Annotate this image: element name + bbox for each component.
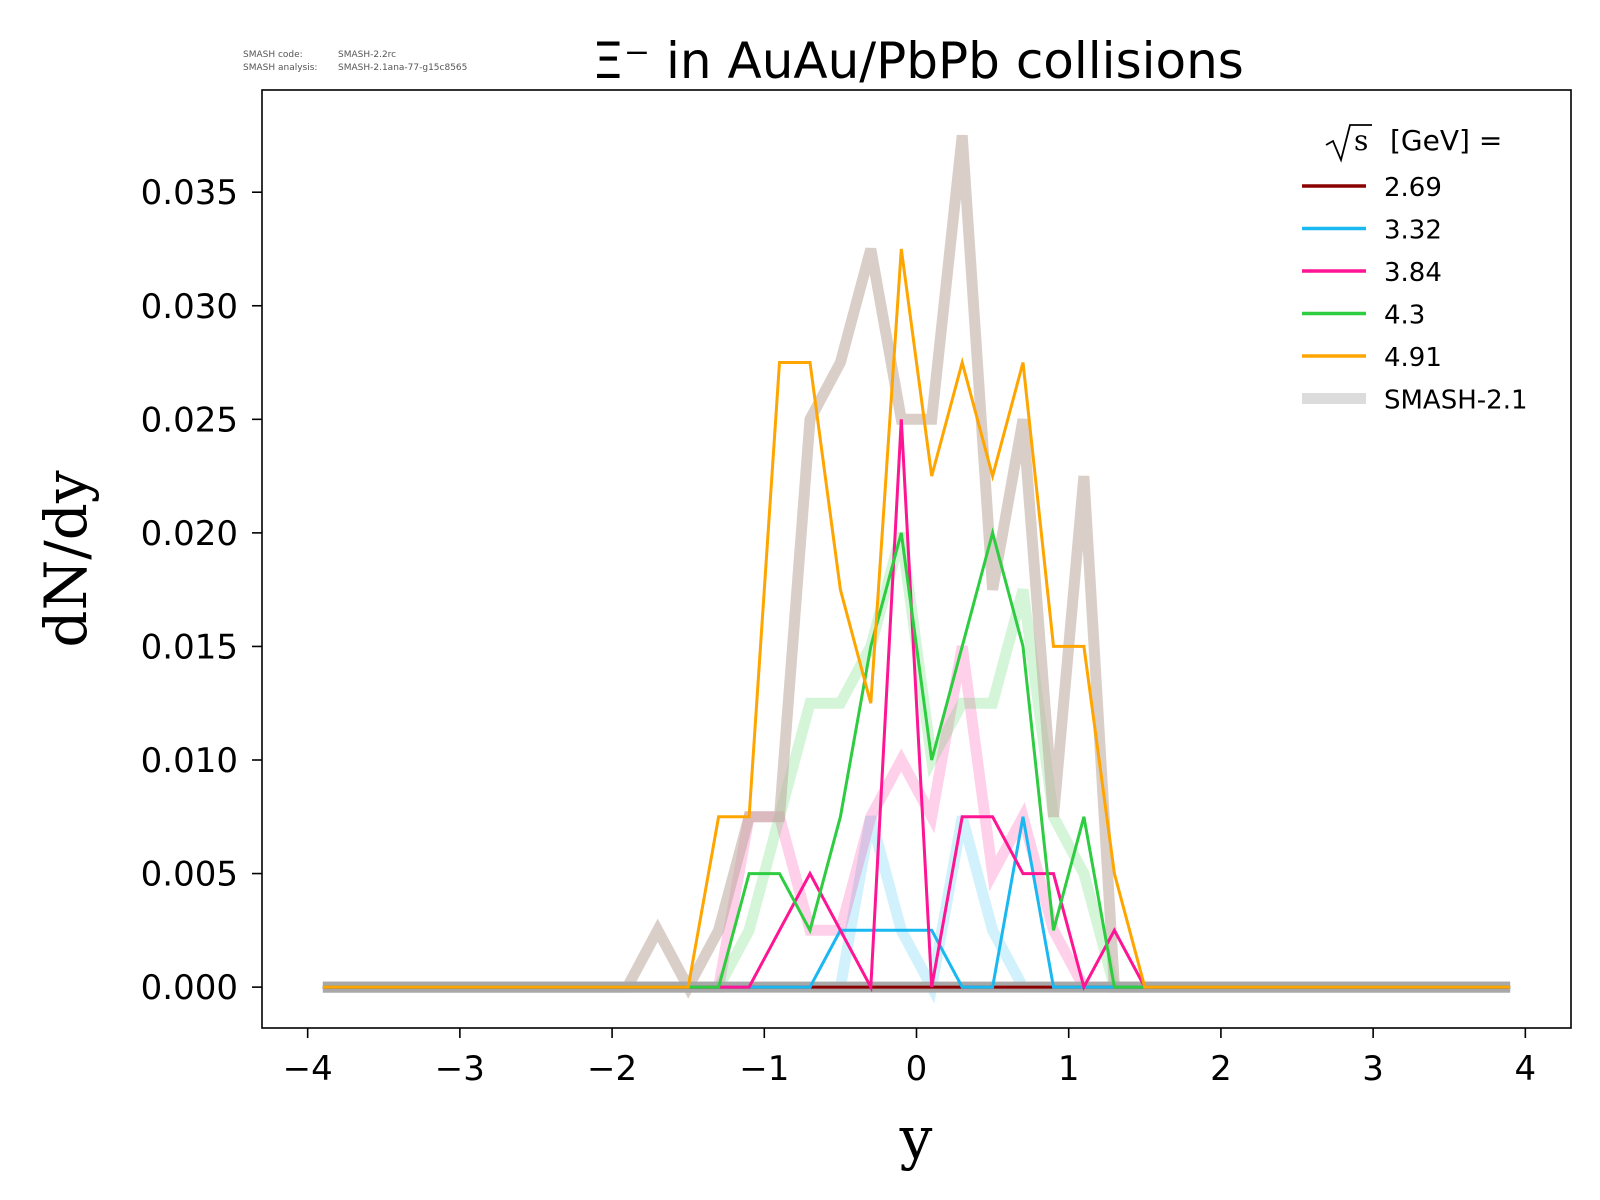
- x-tick-label: 0: [906, 1049, 928, 1089]
- y-tick-label: 0.035: [141, 173, 238, 213]
- legend-label: 2.69: [1384, 173, 1442, 203]
- x-tick-label: −1: [739, 1049, 789, 1089]
- y-tick-label: 0.020: [141, 514, 238, 554]
- y-tick-label: 0.015: [141, 627, 238, 667]
- y-axis-label: dN/dy: [32, 470, 100, 648]
- x-ticks: −4 −3 −2 −1 0 1 2 3 4: [283, 1028, 1537, 1089]
- reference-line-4-3: [322, 531, 1511, 993]
- reference-series-layer: [322, 134, 1511, 1004]
- legend-label: 4.3: [1384, 301, 1425, 331]
- series-line-4-3: [322, 527, 1511, 989]
- legend-label: 3.84: [1384, 258, 1442, 288]
- series-line-3-84: [322, 419, 1511, 993]
- y-tick-label: 0.025: [141, 400, 238, 440]
- series-line-4-91: [322, 248, 1511, 989]
- x-tick-label: −2: [587, 1049, 637, 1089]
- legend-entries: 2.69 3.32 3.84 4.3 4.91 SMASH-2.1: [1302, 173, 1528, 416]
- x-axis-label: y: [899, 1104, 933, 1172]
- legend: s [GeV] = 2.69 3.32 3.84 4.3 4.91 SMASH-2.1: [1302, 124, 1528, 416]
- x-tick-label: −3: [435, 1049, 485, 1089]
- series-layer: [322, 248, 1511, 993]
- legend-title: s [GeV] =: [1325, 124, 1502, 163]
- y-tick-label: 0.030: [141, 287, 238, 327]
- meta-code-label: SMASH code:: [243, 50, 303, 60]
- x-tick-label: −4: [283, 1049, 333, 1089]
- meta-code-value: SMASH-2.2rc: [338, 50, 396, 60]
- y-tick-label: 0.005: [141, 855, 238, 895]
- x-tick-label: 2: [1210, 1049, 1232, 1089]
- meta-info: SMASH code: SMASH-2.2rc SMASH analysis: …: [243, 50, 467, 73]
- x-tick-label: 4: [1515, 1049, 1537, 1089]
- meta-analysis-label: SMASH analysis:: [243, 63, 317, 73]
- plot-frame: [261, 89, 1572, 1029]
- legend-label: 3.32: [1384, 216, 1442, 246]
- x-tick-label: 1: [1058, 1049, 1080, 1089]
- legend-label: 4.91: [1384, 343, 1442, 373]
- sqrt-icon: [1325, 124, 1372, 163]
- chart-title: Ξ⁻ in AuAu/PbPb collisions: [592, 32, 1244, 90]
- reference-line-3-32: [322, 815, 1511, 1004]
- y-ticks: 0.000 0.005 0.010 0.015 0.020 0.025 0.030 0.035: [141, 173, 262, 1008]
- legend-title-prefix: s: [1354, 124, 1368, 157]
- legend-label: SMASH-2.1: [1384, 386, 1528, 416]
- y-tick-label: 0.010: [141, 741, 238, 781]
- y-tick-label: 0.000: [141, 968, 238, 1008]
- meta-analysis-value: SMASH-2.1ana-77-g15c8565: [338, 63, 467, 73]
- legend-title-text: [GeV] =: [1390, 124, 1502, 157]
- reference-line-4-91: [322, 134, 1511, 999]
- x-tick-label: 3: [1362, 1049, 1384, 1089]
